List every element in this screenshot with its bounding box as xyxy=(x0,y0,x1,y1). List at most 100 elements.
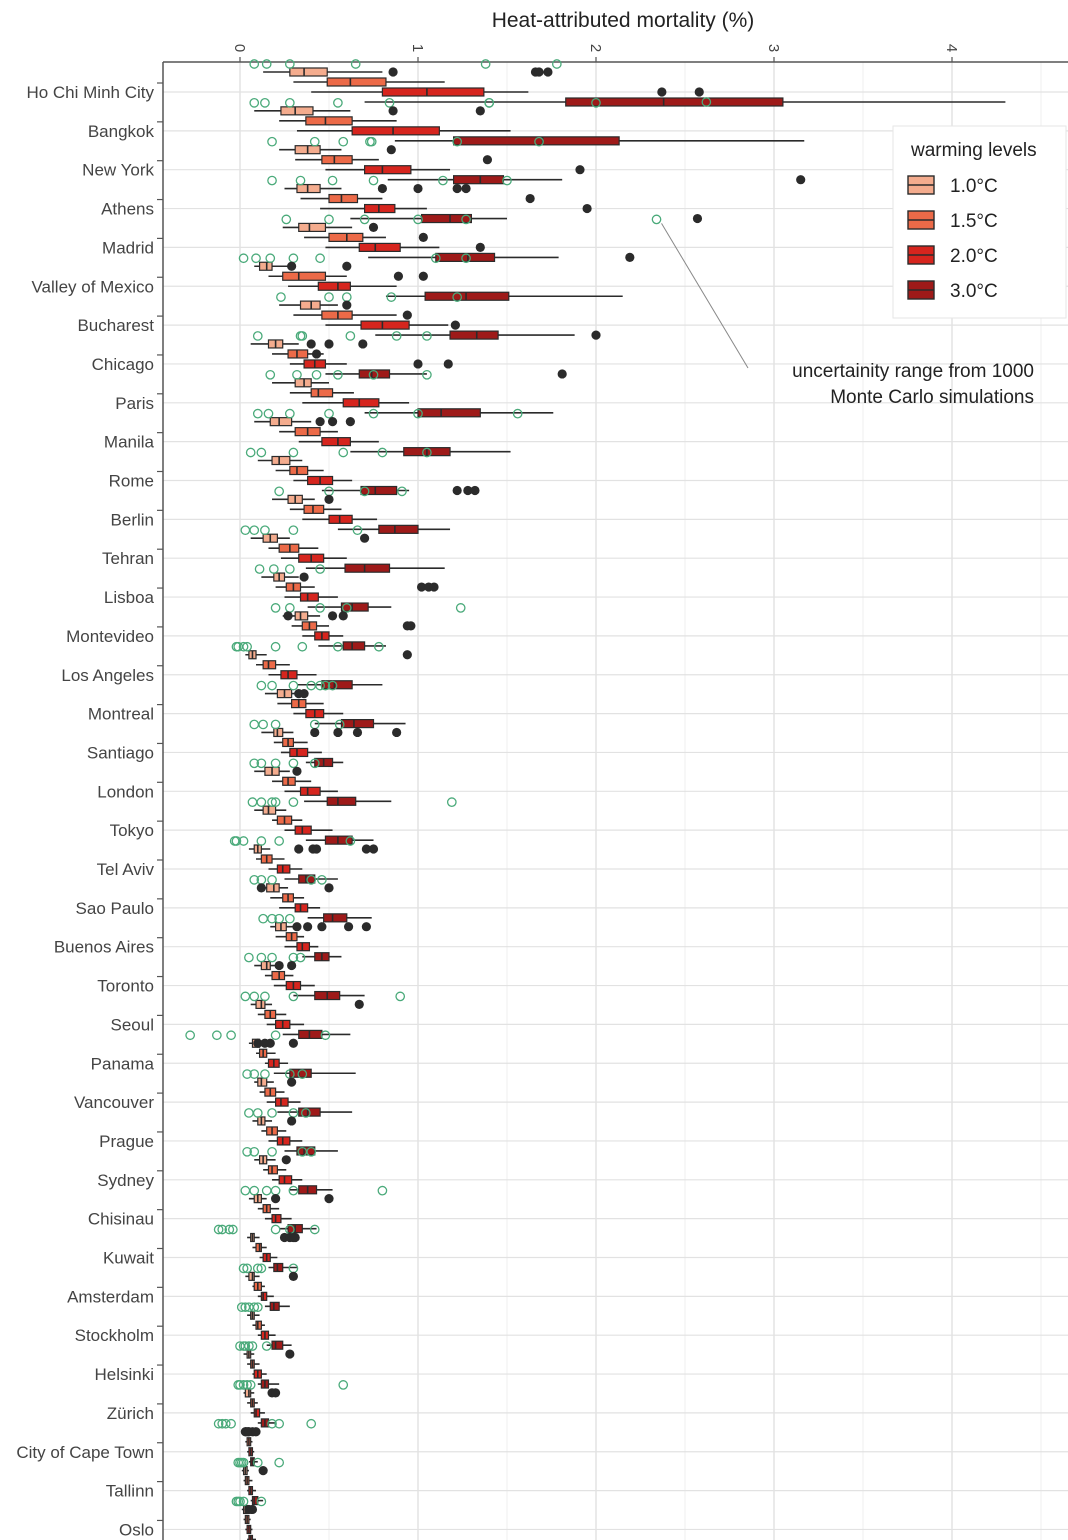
model-point xyxy=(252,408,263,419)
model-point xyxy=(295,331,306,341)
model-point xyxy=(359,214,370,225)
model-point xyxy=(446,797,457,808)
city-boxplot-group xyxy=(249,758,392,806)
legend-label: 2.0°C xyxy=(950,246,998,267)
iqr-box xyxy=(364,165,412,175)
model-point xyxy=(651,214,662,225)
city-boxplot-group xyxy=(267,136,806,185)
model-point xyxy=(395,991,406,1002)
model-point xyxy=(397,486,407,497)
model-point xyxy=(461,214,471,225)
model-point xyxy=(265,253,276,264)
boxplots xyxy=(185,59,1006,1540)
model-point xyxy=(258,719,268,730)
legend-title: warming levels xyxy=(910,140,1037,161)
iqr-box xyxy=(280,106,314,116)
model-point xyxy=(240,1341,251,1351)
model-point xyxy=(327,175,338,186)
iqr-box xyxy=(344,563,391,573)
model-point xyxy=(256,797,267,808)
iqr-box xyxy=(342,641,366,651)
city-label: Panama xyxy=(91,1054,155,1073)
model-point xyxy=(309,758,320,769)
model-point xyxy=(373,641,384,652)
iqr-box xyxy=(417,408,481,418)
iqr-box xyxy=(273,1262,284,1273)
city-boxplot-group xyxy=(267,175,703,224)
city-label: Los Angeles xyxy=(61,666,154,685)
model-point xyxy=(260,525,270,536)
model-point xyxy=(238,1380,249,1390)
model-point xyxy=(422,447,432,458)
model-point xyxy=(256,1263,267,1274)
annotation: uncertainity range from 1000 Monte Carlo… xyxy=(661,223,1034,408)
model-point xyxy=(261,1341,272,1351)
model-point xyxy=(220,1418,231,1429)
model-point xyxy=(249,758,260,769)
iqr-box xyxy=(255,1242,262,1253)
city-label: Tallinn xyxy=(106,1482,154,1501)
model-point xyxy=(249,525,260,536)
outlier-point xyxy=(368,844,379,854)
city-boxplot-group xyxy=(249,719,402,768)
iqr-box xyxy=(360,320,410,330)
outlier-point xyxy=(258,1466,268,1476)
model-point xyxy=(386,292,397,302)
model-point xyxy=(295,175,306,186)
outlier-point xyxy=(303,922,313,932)
outlier-point xyxy=(625,252,635,262)
model-point xyxy=(333,641,343,652)
outlier-point xyxy=(461,183,471,194)
model-point xyxy=(284,913,295,924)
outlier-point xyxy=(281,1155,291,1165)
model-point xyxy=(288,797,299,808)
outlier-point xyxy=(452,183,462,194)
city-label: Tel Aviv xyxy=(97,860,155,879)
iqr-box xyxy=(294,378,312,388)
model-point xyxy=(288,525,299,536)
model-point xyxy=(413,408,423,419)
city-label: Sydney xyxy=(97,1171,154,1190)
city-boxplot-group xyxy=(249,874,372,923)
model-point xyxy=(452,136,463,147)
model-point xyxy=(224,1224,235,1235)
model-point xyxy=(267,1108,277,1118)
outlier-point xyxy=(342,261,352,271)
iqr-box xyxy=(324,835,353,845)
model-point xyxy=(267,1146,277,1157)
model-point xyxy=(591,98,601,108)
iqr-box xyxy=(258,261,273,271)
city-boxplot-group xyxy=(229,836,379,884)
iqr-box xyxy=(326,796,357,806)
city-label: Ho Chi Minh City xyxy=(26,83,154,102)
city-boxplot-group xyxy=(238,253,623,301)
iqr-box xyxy=(276,1136,291,1146)
outlier-point xyxy=(287,1116,297,1126)
outlier-point xyxy=(450,320,460,330)
iqr-box xyxy=(289,1068,312,1078)
city-boxplot-group xyxy=(265,369,554,418)
model-point xyxy=(365,136,375,147)
model-point xyxy=(249,874,260,885)
model-point xyxy=(324,214,334,225)
iqr-box xyxy=(260,1291,268,1301)
model-point xyxy=(320,680,331,691)
outlier-point xyxy=(591,330,601,340)
iqr-box xyxy=(328,232,364,242)
city-label: Rome xyxy=(109,472,154,491)
city-label: Stockholm xyxy=(75,1326,154,1345)
model-point xyxy=(244,952,254,963)
outlier-point xyxy=(285,1349,295,1359)
model-point xyxy=(274,913,285,924)
model-point xyxy=(327,680,338,691)
outlier-point xyxy=(443,359,453,369)
model-point xyxy=(245,1380,256,1390)
outlier-point xyxy=(352,727,363,738)
model-point xyxy=(315,564,325,574)
outlier-point xyxy=(247,1504,258,1515)
model-point xyxy=(242,1146,252,1157)
iqr-box xyxy=(262,660,277,670)
outlier-point xyxy=(306,339,316,349)
outlier-point xyxy=(557,369,567,379)
city-boxplot-group xyxy=(256,680,406,729)
